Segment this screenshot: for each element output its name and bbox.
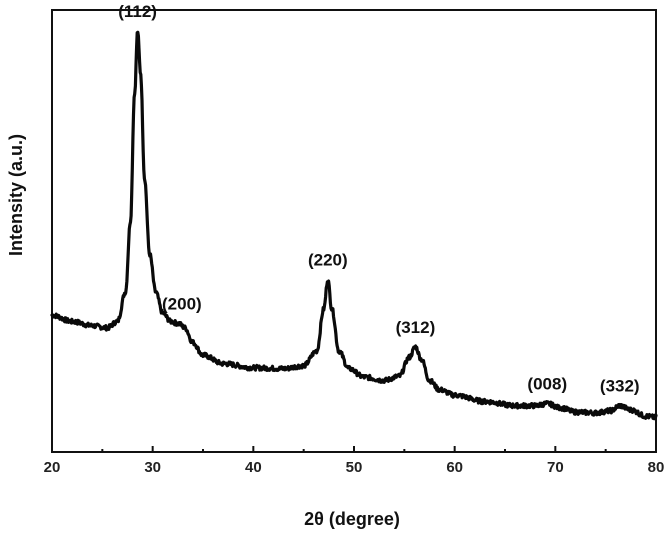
peak-label: (008) (527, 375, 567, 394)
x-tick-label: 40 (245, 459, 262, 476)
x-axis: 20 30 40 50 60 70 80 (44, 446, 665, 476)
peak-label: (200) (162, 295, 202, 314)
x-tick-label: 60 (446, 459, 463, 476)
y-axis-title: Intensity (a.u.) (6, 134, 26, 256)
peak-label: (312) (396, 318, 436, 337)
peak-labels: (112) (200) (220) (312) (008) (332) (118, 2, 639, 396)
x-tick-label: 80 (648, 459, 665, 476)
x-tick-label: 30 (144, 459, 161, 476)
peak-label: (332) (600, 377, 640, 396)
x-tick-label: 70 (547, 459, 564, 476)
x-tick-label: 20 (44, 459, 61, 476)
peak-label: (220) (308, 250, 348, 269)
x-tick-label: 50 (346, 459, 363, 476)
x-axis-title: 2θ (degree) (304, 509, 400, 529)
peak-label: (112) (118, 2, 157, 21)
xrd-pattern-line (50, 30, 658, 421)
